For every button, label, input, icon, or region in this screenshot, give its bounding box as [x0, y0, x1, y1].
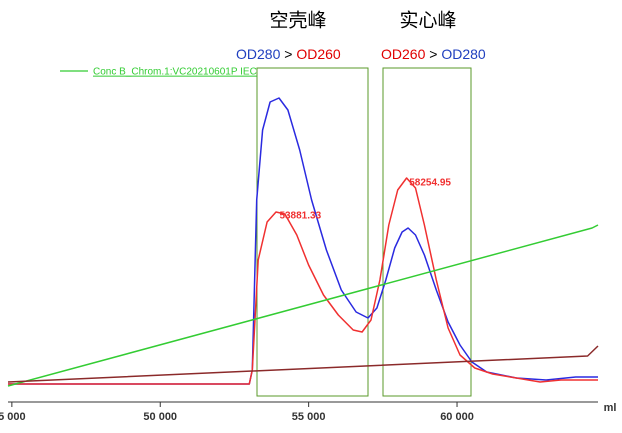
rule-part: >	[284, 46, 292, 62]
peak-box	[382, 67, 472, 397]
series-line	[7, 224, 599, 387]
series-line	[8, 97, 598, 385]
series-line	[7, 345, 599, 383]
peak-label: 58254.95	[409, 177, 451, 188]
rule-part: OD280	[236, 46, 281, 62]
x-tick-label: 50 000	[143, 411, 177, 423]
x-axis-label: ml	[604, 402, 617, 414]
x-tick-label: 60 000	[440, 411, 474, 423]
header-title: 空壳峰	[269, 10, 326, 32]
rule-part: >	[429, 46, 437, 62]
peak-box	[256, 67, 369, 397]
peak-label: 53881.33	[279, 210, 321, 221]
header-rule: OD280 > OD260	[236, 46, 341, 62]
rule-part: OD280	[441, 46, 486, 62]
header-title: 实心峰	[399, 10, 456, 32]
header-rule: OD260 > OD280	[381, 46, 486, 62]
legend-label: Conc B_Chrom.1:VC20210601P IEC	[93, 67, 257, 78]
x-tick-label: 5 000	[0, 411, 26, 423]
series-line	[8, 177, 598, 385]
rule-part: OD260	[381, 46, 426, 62]
x-tick-label: 55 000	[292, 411, 326, 423]
rule-part: OD260	[296, 46, 341, 62]
